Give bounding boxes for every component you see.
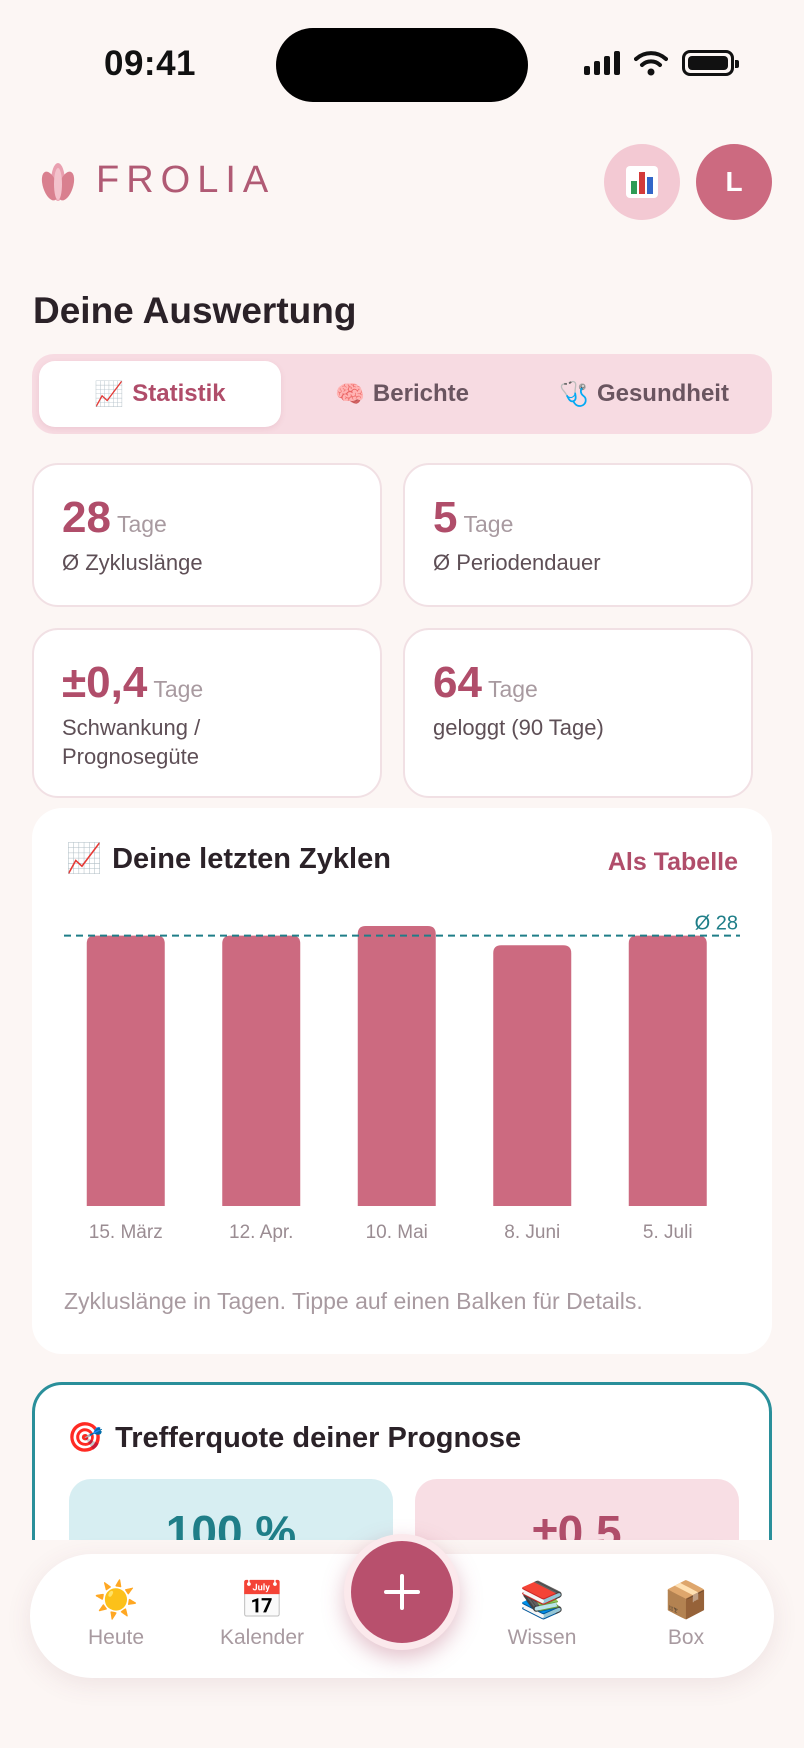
nav-item-wissen[interactable]: 📚 Wissen — [482, 1580, 602, 1650]
nav-label: Wissen — [507, 1626, 577, 1649]
brain-icon: 🧠 — [335, 380, 365, 408]
chart-bar[interactable] — [357, 926, 436, 1206]
stat-unit: Tage — [116, 511, 167, 537]
tab-label: Gesundheit — [596, 380, 729, 407]
tab-berichte[interactable]: 🧠 Berichte — [281, 361, 523, 427]
nav-label: Kalender — [219, 1626, 305, 1649]
sun-icon: ☀️ — [93, 1579, 139, 1620]
stat-value: 28 — [62, 493, 111, 542]
analysis-tabs: 📈 Statistik 🧠 Berichte 🩺 Gesundheit — [32, 354, 772, 434]
brand-name: FROLIA — [96, 158, 276, 201]
chart-note: Zykluslänge in Tagen. Tippe auf einen Ba… — [64, 1288, 643, 1314]
stat-value: ±0,4 — [62, 658, 148, 707]
stat-card-period-length: 5 Tage Ø Periodendauer — [403, 463, 753, 607]
nav-label: Box — [667, 1626, 705, 1649]
bar-chart-icon — [626, 166, 658, 198]
app-header: FROLIA L — [0, 140, 804, 220]
stat-unit: Tage — [487, 676, 538, 702]
status-bar: 09:41 — [0, 0, 804, 120]
card-title: Deine letzten Zyklen — [112, 842, 391, 875]
nav-item-heute[interactable]: ☀️ Heute — [56, 1580, 176, 1650]
recent-cycles-title: 📈 Deine letzten Zyklen — [66, 842, 391, 876]
stat-card-logged-days: 64 Tage geloggt (90 Tage) — [403, 628, 753, 798]
x-tick-label: 5. Juli — [643, 1222, 693, 1243]
stat-unit: Tage — [463, 511, 514, 537]
stat-label: geloggt (90 Tage) — [433, 715, 604, 740]
nav-item-box[interactable]: 📦 Box — [626, 1580, 746, 1650]
stat-label: Ø Periodendauer — [433, 550, 601, 575]
chart-bar[interactable] — [222, 935, 301, 1206]
stat-unit: Tage — [153, 676, 204, 702]
stat-card-cycle-length: 28 Tage Ø Zykluslänge — [32, 463, 382, 607]
nav-item-kalender[interactable]: 📅 Kalender — [202, 1580, 322, 1650]
stat-card-variation: ±0,4 Tage Schwankung / Prognosegüte — [32, 628, 382, 798]
tab-label: Berichte — [372, 380, 469, 407]
lotus-icon — [41, 163, 75, 201]
page-title: Deine Auswertung — [33, 290, 357, 331]
statistics-button[interactable] — [604, 144, 680, 220]
chart-increasing-icon: 📈 — [94, 380, 125, 408]
brand-logo: FROLIA — [40, 156, 275, 204]
status-icons — [584, 50, 739, 76]
tab-gesundheit[interactable]: 🩺 Gesundheit — [523, 361, 765, 427]
chart-bar[interactable] — [493, 945, 572, 1206]
stat-label: Schwankung / Prognosegüte — [62, 715, 201, 769]
add-entry-button[interactable] — [344, 1534, 460, 1650]
x-tick-label: 15. März — [89, 1222, 163, 1243]
stethoscope-icon: 🩺 — [559, 380, 589, 408]
x-tick-label: 10. Mai — [366, 1222, 428, 1243]
chart-bar[interactable] — [628, 935, 707, 1206]
target-icon: 🎯 — [67, 1422, 104, 1454]
plus-icon — [384, 1574, 420, 1610]
cellular-signal-icon — [584, 51, 620, 75]
books-icon: 📚 — [519, 1579, 565, 1620]
average-label: Ø 28 — [695, 913, 738, 935]
tab-statistik[interactable]: 📈 Statistik — [39, 361, 281, 427]
status-time: 09:41 — [104, 44, 197, 83]
package-icon: 📦 — [663, 1579, 709, 1620]
x-tick-label: 8. Juni — [504, 1222, 560, 1243]
battery-icon — [682, 50, 739, 76]
chart-bar[interactable] — [86, 935, 165, 1206]
stat-label: Ø Zykluslänge — [62, 550, 203, 575]
tab-label: Statistik — [132, 380, 226, 407]
card-title: Trefferquote deiner Prognose — [115, 1421, 522, 1454]
cycle-bar-chart: 15. März 12. Apr. 10. Mai 8. Juni 5. Juli Ø 2… — [64, 913, 740, 1243]
recent-cycles-card: 15. März 12. Apr. 10. Mai 8. Juni 5. Juli Ø 2… — [32, 808, 772, 1354]
calendar-icon: 📅 — [239, 1579, 285, 1620]
nav-label: Heute — [87, 1626, 145, 1649]
stat-value: 64 — [433, 658, 482, 707]
wifi-icon — [634, 51, 668, 76]
chart-increasing-icon: 📈 — [66, 843, 103, 875]
accuracy-title: 🎯 Trefferquote deiner Prognose — [67, 1421, 521, 1455]
show-as-table-link[interactable]: Als Tabelle — [607, 848, 738, 876]
profile-avatar[interactable]: L — [696, 144, 772, 220]
stat-value: 5 — [433, 493, 458, 542]
x-tick-label: 12. Apr. — [229, 1222, 293, 1243]
dynamic-island — [276, 28, 528, 102]
